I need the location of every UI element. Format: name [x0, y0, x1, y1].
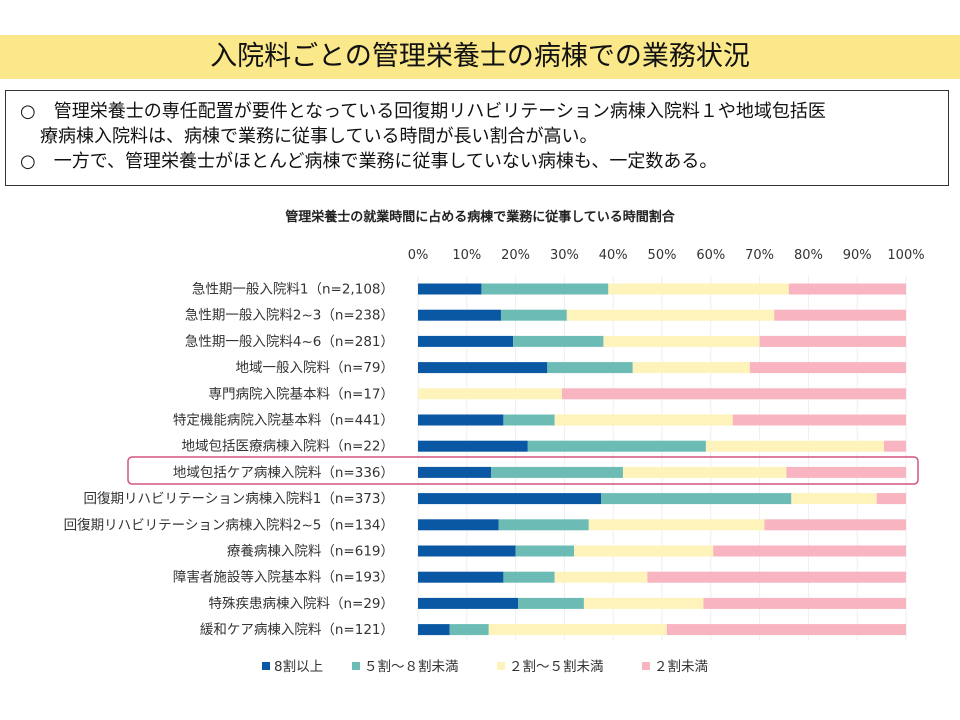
category-label: 療養病棟入院料（n=619）: [227, 543, 394, 560]
bar-segment: [884, 440, 906, 452]
category-label: 回復期リハビリテーション病棟入院料1（n=373）: [84, 490, 394, 507]
bar-segment: [513, 335, 604, 347]
summary-line-3: ○ 一方で、管理栄養士がほとんど病棟で業務に従事していない病棟も、一定数ある。: [20, 151, 718, 172]
category-label: 専門病院入院基本料（n=17）: [208, 385, 394, 402]
bar-segment: [732, 414, 906, 426]
bar-segment: [500, 309, 567, 321]
bar-segment: [632, 362, 750, 374]
bar-segment: [418, 283, 482, 295]
bar-segment: [786, 466, 906, 478]
bar-segment: [418, 466, 492, 478]
x-tick-label: 10%: [452, 248, 481, 263]
category-label: 地域一般入院料（n=79）: [235, 360, 394, 376]
category-label: 急性期一般入院料4~6（n=281）: [185, 334, 394, 350]
bar-segment: [566, 309, 775, 321]
chart-title: 管理栄養士の就業時間に占める病棟で業務に従事している時間割合: [285, 210, 675, 225]
category-label: 障害者施設等入院基本料（n=193）: [173, 569, 394, 586]
x-tick-label: 0%: [408, 248, 429, 263]
bar-segment: [518, 597, 584, 609]
bar-segment: [418, 440, 528, 452]
bar-segment: [622, 466, 787, 478]
bar-segment: [788, 283, 906, 295]
bar-segment: [574, 545, 714, 557]
category-label: 急性期一般入院料1（n=2,108）: [192, 282, 394, 298]
bar-segment: [527, 440, 706, 452]
bar-segment: [774, 309, 906, 321]
x-tick-label: 40%: [599, 248, 628, 263]
legend-swatch: [262, 662, 270, 670]
category-label: 急性期一般入院料2~3（n=238）: [185, 308, 394, 324]
bar-segment: [418, 493, 601, 505]
bar-segment: [418, 519, 499, 531]
bar-segment: [749, 362, 906, 374]
page-title: 入院料ごとの管理栄養士の病棟での業務状況: [210, 41, 750, 72]
x-tick-label: 90%: [843, 248, 872, 263]
bar-segment: [876, 493, 906, 505]
x-tick-label: 80%: [794, 248, 823, 263]
bar-segment: [705, 440, 885, 452]
bar-segment: [791, 493, 877, 505]
bar-segment: [498, 519, 589, 531]
legend-label: ２割未満: [654, 658, 708, 675]
bar-segment: [515, 545, 575, 557]
summary-line-2: 療病棟入院料は、病棟で業務に従事している時間が長い割合が高い。: [40, 126, 598, 147]
category-label: 緩和ケア病棟入院料（n=121）: [200, 622, 394, 638]
bar-segment: [418, 388, 562, 400]
highlight-frame: [127, 456, 919, 485]
bar-segment: [603, 335, 760, 347]
legend-label: 8割以上: [274, 658, 323, 675]
bar-segment: [488, 624, 667, 636]
bar-segment: [547, 362, 633, 374]
summary-box: ○ 管理栄養士の専任配置が要件となっている回復期リハビリテーション病棟入院料１や…: [5, 90, 949, 186]
bar-segment: [418, 414, 504, 426]
bar-segment: [418, 597, 519, 609]
bar-segment: [554, 414, 733, 426]
category-label: 特定機能病院入院基本料（n=441）: [173, 412, 394, 429]
bar-segment: [418, 545, 516, 557]
bar-segment: [418, 335, 514, 347]
bar-segment: [554, 571, 648, 583]
bar-segment: [449, 624, 489, 636]
category-label: 回復期リハビリテーション病棟入院料2~5（n=134）: [64, 516, 394, 533]
x-tick-label: 70%: [745, 248, 774, 263]
legend-label: ２割～５割未満: [509, 658, 604, 675]
bar-segment: [481, 283, 609, 295]
category-label: 地域包括医療病棟入院料（n=22）: [181, 438, 394, 455]
bar-segment: [561, 388, 906, 400]
bar-segment: [764, 519, 906, 531]
bar-segment: [608, 283, 789, 295]
bar-segment: [418, 362, 548, 374]
bar-segment: [759, 335, 906, 347]
bar-segment: [503, 571, 555, 583]
bar-segment: [418, 571, 504, 583]
legend-label: ５割～８割未満: [364, 658, 459, 675]
legend-swatch: [352, 662, 360, 670]
category-label: 特殊疾患病棟入院料（n=29）: [208, 596, 394, 612]
summary-line-1: ○ 管理栄養士の専任配置が要件となっている回復期リハビリテーション病棟入院料１や…: [20, 101, 826, 122]
category-label: 地域包括ケア病棟入院料（n=336）: [173, 465, 394, 481]
legend-swatch: [642, 662, 650, 670]
bar-segment: [418, 309, 501, 321]
title-band: [0, 35, 960, 79]
bar-segment: [418, 624, 450, 636]
bar-segment: [647, 571, 906, 583]
x-tick-label: 30%: [550, 248, 579, 263]
bar-segment: [601, 493, 792, 505]
legend-swatch: [497, 662, 505, 670]
x-tick-label: 60%: [696, 248, 725, 263]
bar-segment: [703, 597, 906, 609]
bar-segment: [713, 545, 906, 557]
x-tick-label: 20%: [501, 248, 530, 263]
bar-segment: [666, 624, 906, 636]
bar-segment: [503, 414, 555, 426]
bar-segment: [583, 597, 704, 609]
x-tick-label: 50%: [648, 248, 677, 263]
bar-segment: [588, 519, 765, 531]
bar-segment: [491, 466, 623, 478]
x-tick-label: 100%: [887, 248, 924, 263]
